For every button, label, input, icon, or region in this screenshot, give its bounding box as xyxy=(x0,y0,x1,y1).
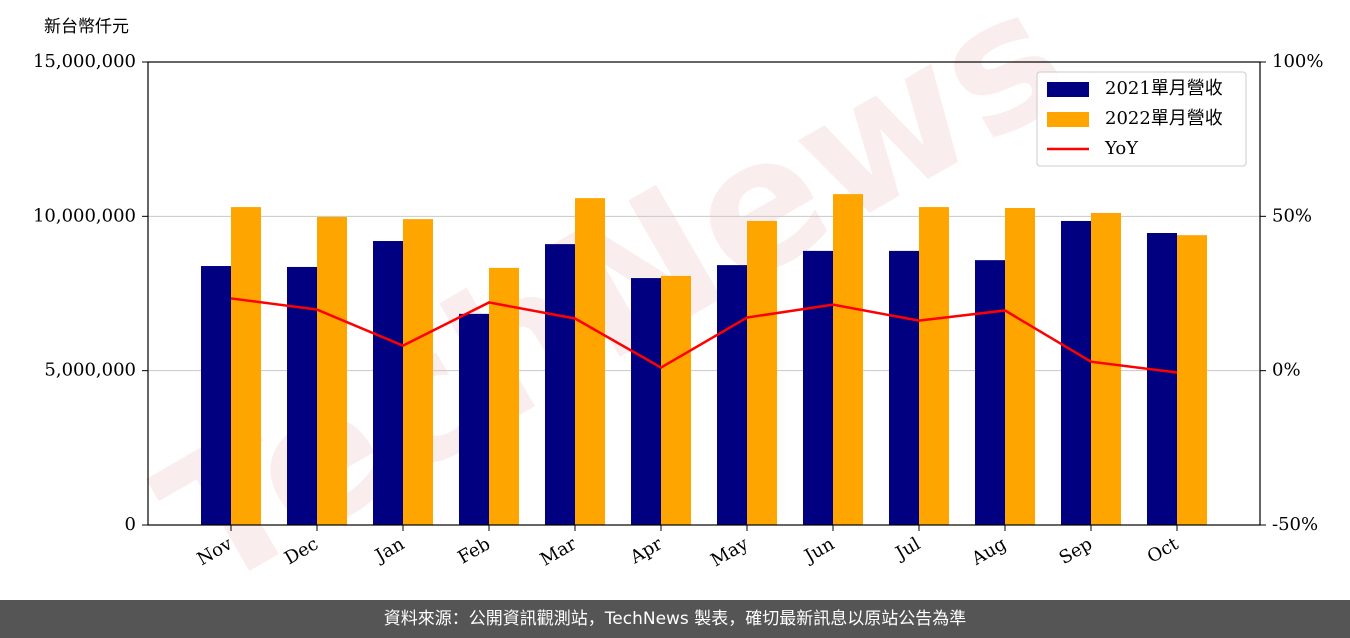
x-tick-label: Oct xyxy=(1144,533,1183,568)
watermark: TechNews xyxy=(128,0,1100,600)
x-tick-label: Jul xyxy=(890,533,924,565)
yoy-line xyxy=(230,297,1178,374)
bar xyxy=(833,194,863,526)
bar xyxy=(1177,235,1207,526)
bar xyxy=(575,198,605,525)
legend-swatch xyxy=(1047,82,1089,97)
bar xyxy=(631,278,661,525)
y-axis-label: 新台幣仟元 xyxy=(44,17,129,37)
bar xyxy=(459,313,489,525)
y-tick-label: 15,000,000 xyxy=(33,51,136,72)
bar xyxy=(373,241,403,525)
x-tick-label: May xyxy=(707,533,752,571)
bar xyxy=(1147,233,1177,525)
bar xyxy=(803,250,833,526)
bar xyxy=(1091,212,1121,526)
bar xyxy=(545,244,575,525)
bar xyxy=(403,219,433,525)
x-tick-label: Sep xyxy=(1056,533,1096,568)
chart: TechNews 新台幣仟元 0 5,000,000 10,000,000 15,00… xyxy=(33,0,1324,600)
bar xyxy=(747,220,777,526)
bar xyxy=(717,265,747,525)
y2-tick-label: 100% xyxy=(1272,51,1323,72)
plot-frame xyxy=(147,61,1261,526)
y-tick-label: 10,000,000 xyxy=(33,205,136,226)
bar xyxy=(1061,220,1091,526)
legend-box xyxy=(1036,71,1247,167)
y2-tick-label: 0% xyxy=(1272,360,1301,381)
bar xyxy=(1005,207,1035,525)
x-tick-label: Jun xyxy=(799,533,838,568)
legend-label: 2022單月營收 xyxy=(1105,108,1223,129)
x-tick-label: Mar xyxy=(537,533,581,570)
bar xyxy=(919,207,949,525)
x-tick-label: Aug xyxy=(967,533,1010,570)
footer: 資料來源：公開資訊觀測站，TechNews 製表，確切最新訊息以原站公告為準 xyxy=(0,600,1350,638)
y2-tick-label: -50% xyxy=(1272,514,1318,535)
bar xyxy=(489,267,519,525)
bar xyxy=(231,207,261,525)
x-tick-label: Feb xyxy=(454,533,494,568)
bar xyxy=(201,266,231,525)
y2-tick-label: 50% xyxy=(1272,205,1312,226)
bar xyxy=(889,250,919,526)
legend-label: YoY xyxy=(1104,138,1139,159)
y-tick-label: 0 xyxy=(125,514,136,535)
x-tick-label: Apr xyxy=(626,533,666,568)
y-tick-label: 5,000,000 xyxy=(44,360,136,381)
bar xyxy=(317,216,347,525)
bar xyxy=(661,275,691,525)
legend-swatch xyxy=(1047,112,1089,127)
bar xyxy=(975,260,1005,525)
legend-label: 2021單月營收 xyxy=(1105,78,1223,99)
